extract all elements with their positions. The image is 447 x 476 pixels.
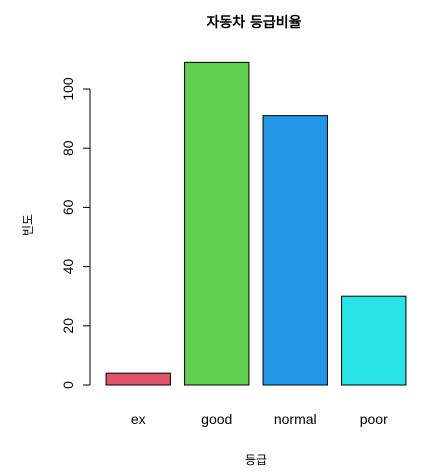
bar-normal — [262, 115, 328, 386]
x-category-label: good — [201, 411, 232, 427]
y-tick-label: 40 — [60, 259, 76, 275]
y-tick-label: 80 — [60, 140, 76, 156]
x-axis-label: 등급 — [245, 453, 267, 467]
y-tick-label: 20 — [60, 318, 76, 334]
y-axis-label: 빈도 — [21, 214, 35, 236]
bar-group — [105, 61, 407, 386]
y-tick-label: 100 — [60, 77, 76, 101]
category-labels: ex good normal poor — [131, 411, 388, 427]
chart-title: 자동차 등급비율 — [206, 14, 301, 31]
bar-good — [184, 61, 250, 386]
y-axis: 0 20 40 60 80 100 — [60, 77, 91, 389]
y-tick-label: 0 — [60, 381, 76, 389]
bar-ex — [105, 372, 171, 386]
y-tick-label: 60 — [60, 199, 76, 215]
x-category-label: ex — [131, 411, 146, 427]
bar-poor — [341, 295, 407, 386]
x-category-label: normal — [274, 411, 317, 427]
x-category-label: poor — [360, 411, 388, 427]
